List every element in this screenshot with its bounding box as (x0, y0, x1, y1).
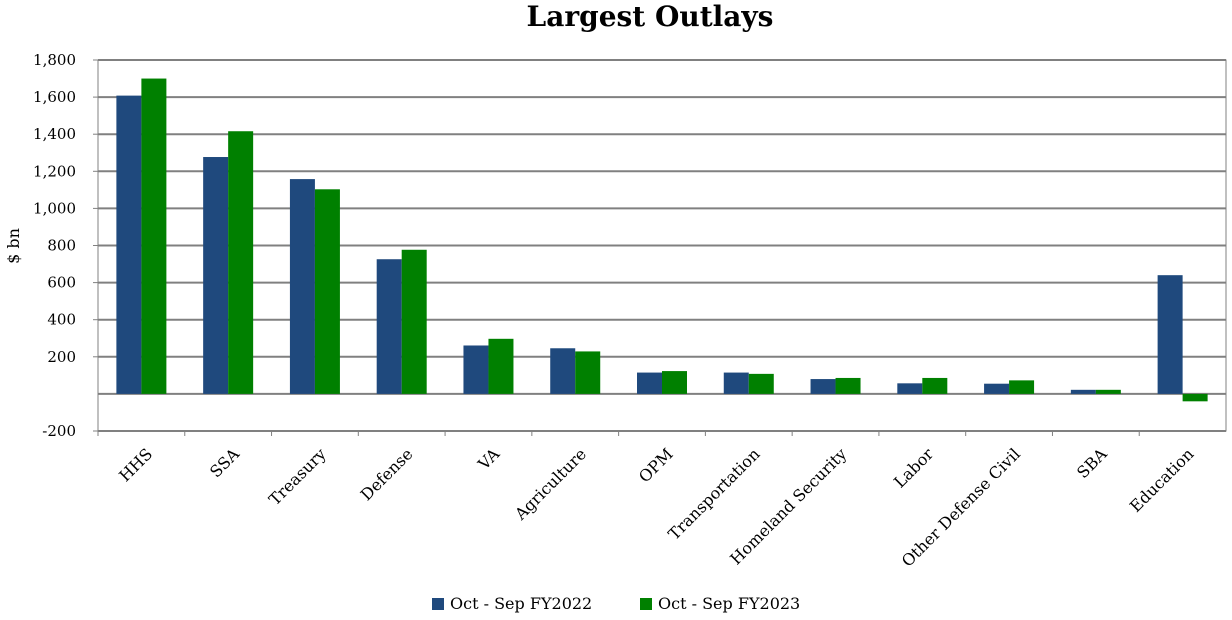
y-tick-label: 1,600 (33, 88, 76, 106)
bar-fy2022-transportation (723, 372, 749, 394)
bar-fy2022-hhs (116, 95, 142, 394)
bar-fy2023-labor (922, 377, 948, 394)
bar-fy2023-opm (662, 371, 687, 394)
bar-fy2023-homeland-security (835, 377, 861, 394)
y-tick-label: 600 (47, 274, 76, 292)
bar-fy2023-treasury (314, 189, 340, 394)
bar-fy2023-transportation (748, 373, 774, 394)
bar-fy2023-sba (1095, 389, 1121, 394)
y-tick-label: 400 (47, 311, 76, 329)
bar-fy2022-labor (897, 383, 923, 394)
gridlines (97, 59, 1227, 432)
x-axis: HHS SSA Treasury Defense VA Agriculture OPMTra… (97, 431, 1198, 571)
legend-label: Oct - Sep FY2022 (450, 594, 592, 613)
legend-swatch (640, 598, 652, 610)
y-tick-label: 1,000 (33, 199, 76, 217)
bar-fy2022-ssa (203, 157, 229, 394)
x-tick-label: Labor (890, 444, 937, 491)
x-tick-label: Defense (357, 444, 417, 504)
bar-fy2022-opm (637, 372, 662, 394)
bar-fy2022-va (463, 345, 489, 394)
bar-fy2023-agriculture (575, 351, 601, 394)
y-axis-label: $ bn (4, 228, 23, 264)
legend-swatch (432, 598, 444, 610)
bars (116, 78, 1208, 402)
x-tick-label: Transportation (664, 444, 763, 543)
y-tick-label: 1,200 (33, 162, 76, 180)
legend-label: Oct - Sep FY2023 (658, 594, 800, 613)
bar-fy2023-va (488, 338, 514, 394)
x-tick-label: VA (474, 444, 504, 474)
bar-fy2022-defense (376, 259, 402, 394)
x-tick-label: SSA (206, 444, 243, 481)
y-tick-label: -200 (42, 422, 76, 440)
x-tick-label: OPM (635, 444, 677, 486)
x-tick-label: SBA (1073, 444, 1111, 482)
bar-fy2022-homeland-security (810, 379, 836, 394)
legend: Oct - Sep FY2022 Oct - Sep FY2023 (432, 594, 800, 613)
bar-fy2022-education (1157, 275, 1183, 394)
bar-fy2022-other-defense-civil (984, 383, 1010, 394)
bar-fy2022-agriculture (550, 348, 576, 394)
x-tick-label: Agriculture (510, 444, 590, 524)
bar-fy2022-sba (1070, 389, 1096, 394)
bar-fy2023-defense (401, 249, 427, 394)
bar-fy2023-hhs (141, 78, 167, 394)
y-axis: -200 200 400 600 800 1,000 1,200 1,400 1,600 1,80… (33, 51, 98, 440)
bar-fy2022-treasury (289, 179, 315, 394)
x-tick-label: Education (1126, 444, 1198, 516)
y-tick-label: 1,800 (33, 51, 76, 69)
chart-title: Largest Outlays (527, 0, 774, 33)
bar-fy2023-education (1182, 393, 1208, 402)
y-tick-label: 200 (47, 348, 76, 366)
y-tick-label: 800 (47, 237, 76, 255)
y-tick-label: 1,400 (33, 125, 76, 143)
x-tick-label: Treasury (265, 444, 330, 509)
bar-fy2023-other-defense-civil (1009, 380, 1035, 394)
bar-fy2023-ssa (228, 131, 254, 394)
x-tick-label: HHS (115, 444, 156, 485)
